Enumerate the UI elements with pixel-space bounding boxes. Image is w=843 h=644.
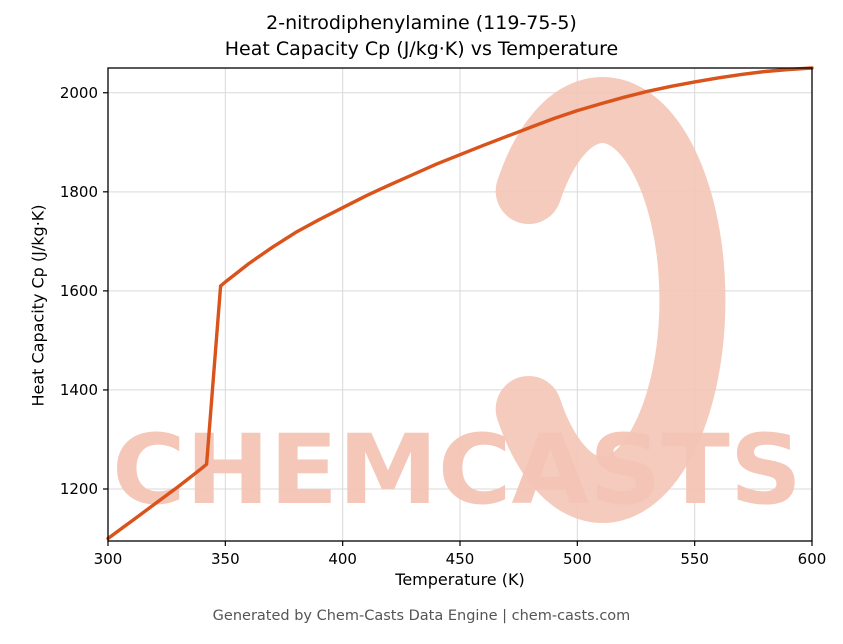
y-tick-label: 1600 [60, 282, 98, 300]
y-tick-label: 1400 [60, 381, 98, 399]
x-tick-label: 400 [328, 550, 357, 568]
footer-attribution: Generated by Chem-Casts Data Engine | ch… [212, 608, 631, 624]
x-tick-label: 500 [563, 550, 592, 568]
chart-title-line2: Heat Capacity Cp (J/kg·K) vs Temperature [224, 38, 619, 60]
watermark-text: CHEMCASTS [112, 414, 802, 526]
x-tick-label: 550 [680, 550, 709, 568]
x-tick-label: 350 [211, 550, 240, 568]
y-tick-label: 1800 [60, 183, 98, 201]
x-tick-label: 450 [446, 550, 475, 568]
y-tick-label: 1200 [60, 480, 98, 498]
x-tick-label: 600 [798, 550, 827, 568]
series-line-heat-capacity [106, 66, 814, 541]
y-tick-label: 2000 [60, 84, 98, 102]
chart-title-line1: 2-nitrodiphenylamine (119-75-5) [266, 12, 577, 34]
c-ring-icon [495, 77, 726, 523]
y-axis-label: Heat Capacity Cp (J/kg·K) [28, 204, 48, 407]
x-axis-label: Temperature (K) [395, 570, 525, 589]
x-tick-label: 300 [94, 550, 123, 568]
